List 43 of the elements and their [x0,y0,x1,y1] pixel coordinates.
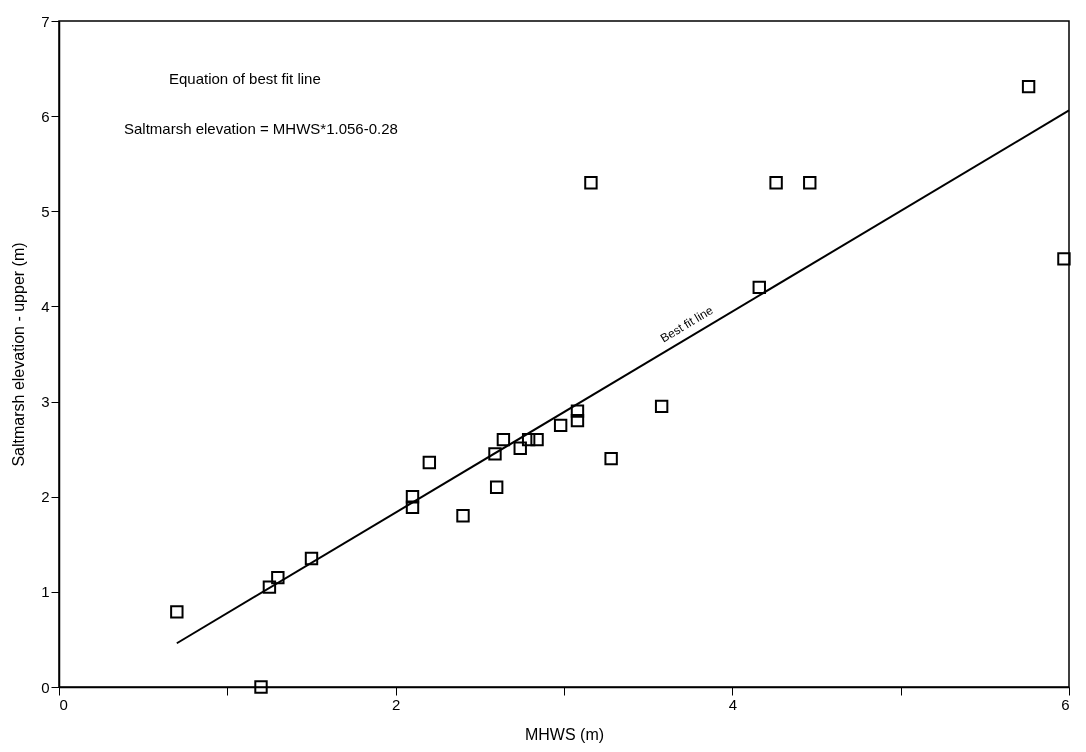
point [553,418,568,433]
y-tick-label: 6 [41,107,50,125]
point [769,176,783,190]
point [1021,79,1036,94]
point [304,551,319,566]
point [489,480,504,494]
point [170,605,184,619]
point [584,176,598,190]
point [456,509,470,523]
y-tick-label: 4 [41,297,50,315]
point [521,432,536,447]
x-tick-label: 4 [728,695,738,713]
y-tick-label: 2 [41,488,50,506]
y-tick-label: 7 [41,12,50,30]
point [570,413,585,428]
point [570,404,585,418]
x-tick-label: 2 [391,695,401,713]
point [803,176,817,190]
y-tick-label: 1 [41,583,50,601]
y-axis-title: Saltmarsh elevation - upper (m) [10,242,28,467]
point [530,432,544,447]
point [513,441,527,455]
point [254,680,268,694]
y-tick-label: 0 [41,678,50,696]
x-tick-label: 6 [1061,695,1070,713]
annotation: Equation of best fit line [169,70,321,87]
point [1057,252,1071,266]
point [422,455,437,470]
annotation: Best fit line [657,302,716,346]
y-tick-label: 3 [41,393,50,411]
point [405,500,420,514]
point [654,399,669,414]
point [604,451,618,466]
point [496,432,511,447]
x-tick-label: 0 [59,695,68,713]
point [488,447,502,461]
point [752,280,766,295]
point [271,570,285,585]
point [262,580,277,594]
annotation: Saltmarsh elevation = MHWS*1.056-0.28 [124,120,398,137]
point [405,490,420,504]
x-axis-title: MHWS (m) [524,725,605,743]
y-tick-label: 5 [41,202,50,220]
